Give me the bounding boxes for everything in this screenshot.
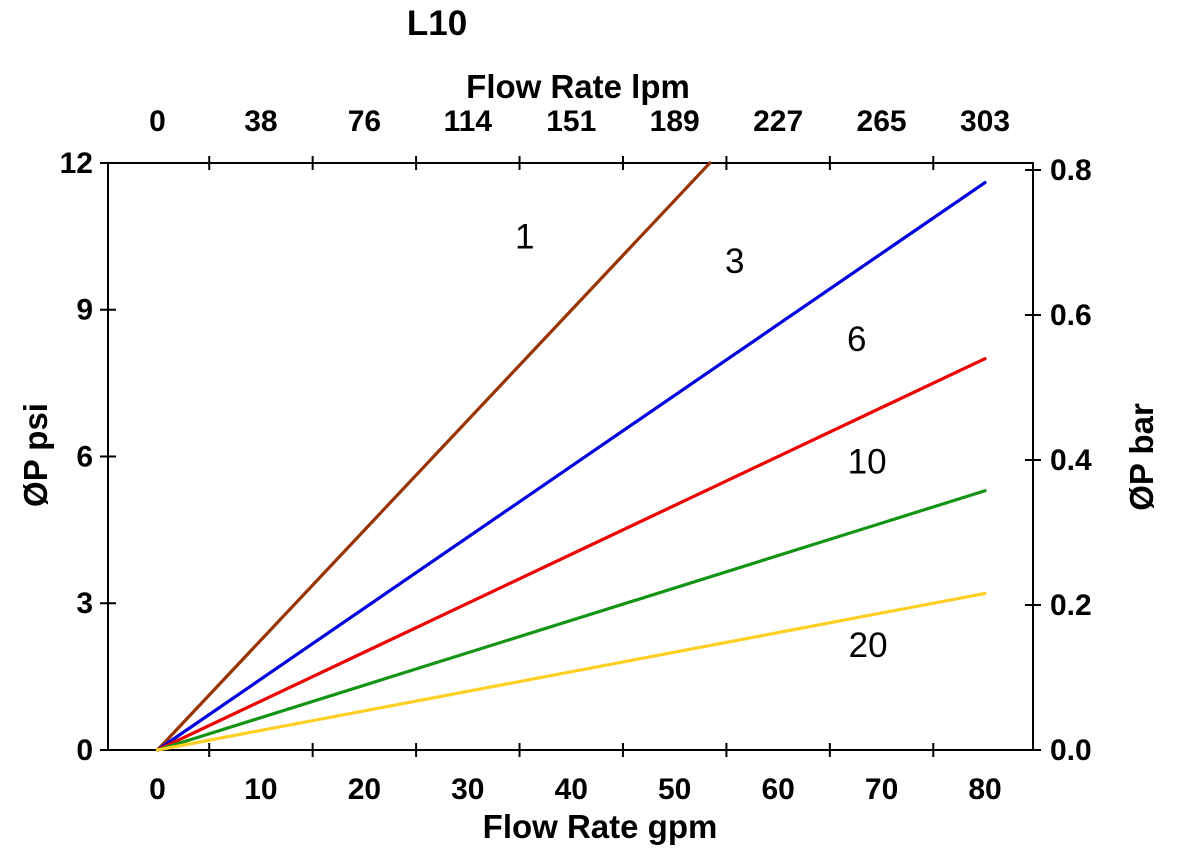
- x2-axis-tick-label: 265: [857, 105, 907, 138]
- y2-axis-tick-label: 0.2: [1050, 589, 1092, 622]
- x-axis-tick-label: 10: [244, 773, 277, 806]
- y-axis-tick-label: 9: [76, 294, 93, 327]
- x2-axis-tick-label: 227: [753, 105, 803, 138]
- x-axis-tick-label: 60: [761, 773, 794, 806]
- y2-axis-tick-label: 0.8: [1050, 154, 1092, 187]
- x-axis-tick-label: 30: [451, 773, 484, 806]
- series-line-6: [155, 357, 987, 752]
- x2-axis-tick-label: 76: [348, 105, 381, 138]
- series-line-1: [155, 161, 712, 752]
- y-axis-tick-label: 3: [76, 587, 93, 620]
- x-axis-tick-label: 40: [555, 773, 588, 806]
- chart-title: L10: [406, 4, 468, 43]
- y2-axis-tick-label: 0.0: [1050, 734, 1092, 767]
- y-axis-tick-label: 0: [76, 734, 93, 767]
- top-axis-title: Flow Rate lpm: [466, 68, 690, 105]
- y-axis-tick-label: 12: [60, 147, 93, 180]
- y2-axis-tick-label: 0.6: [1050, 299, 1092, 332]
- series-line-3: [155, 180, 987, 752]
- x2-axis-tick-label: 303: [960, 105, 1010, 138]
- plot-frame: [107, 162, 1034, 751]
- x-axis-tick-label: 50: [658, 773, 691, 806]
- x-axis-tick-label: 20: [348, 773, 381, 806]
- bottom-axis-title: Flow Rate gpm: [482, 808, 718, 845]
- x-axis-tick-label: 70: [865, 773, 898, 806]
- series-label-10: 10: [848, 442, 887, 481]
- x-axis-tick-label: 0: [149, 773, 166, 806]
- x2-axis-tick-label: 189: [650, 105, 700, 138]
- series-label-1: 1: [515, 217, 534, 256]
- x2-axis-tick-label: 114: [444, 105, 493, 138]
- x2-axis-tick-label: 38: [244, 105, 277, 138]
- y-axis-tick-label: 6: [76, 440, 93, 473]
- series-line-20: [155, 591, 987, 752]
- y2-axis-tick-label: 0.4: [1050, 444, 1092, 477]
- x-axis-tick-label: 80: [968, 773, 1001, 806]
- series-line-10: [155, 489, 987, 752]
- series-label-20: 20: [849, 626, 888, 665]
- series-label-3: 3: [725, 242, 744, 281]
- x2-axis-tick-label: 151: [546, 105, 596, 138]
- x2-axis-tick-label: 0: [149, 105, 166, 138]
- series-label-6: 6: [847, 320, 866, 359]
